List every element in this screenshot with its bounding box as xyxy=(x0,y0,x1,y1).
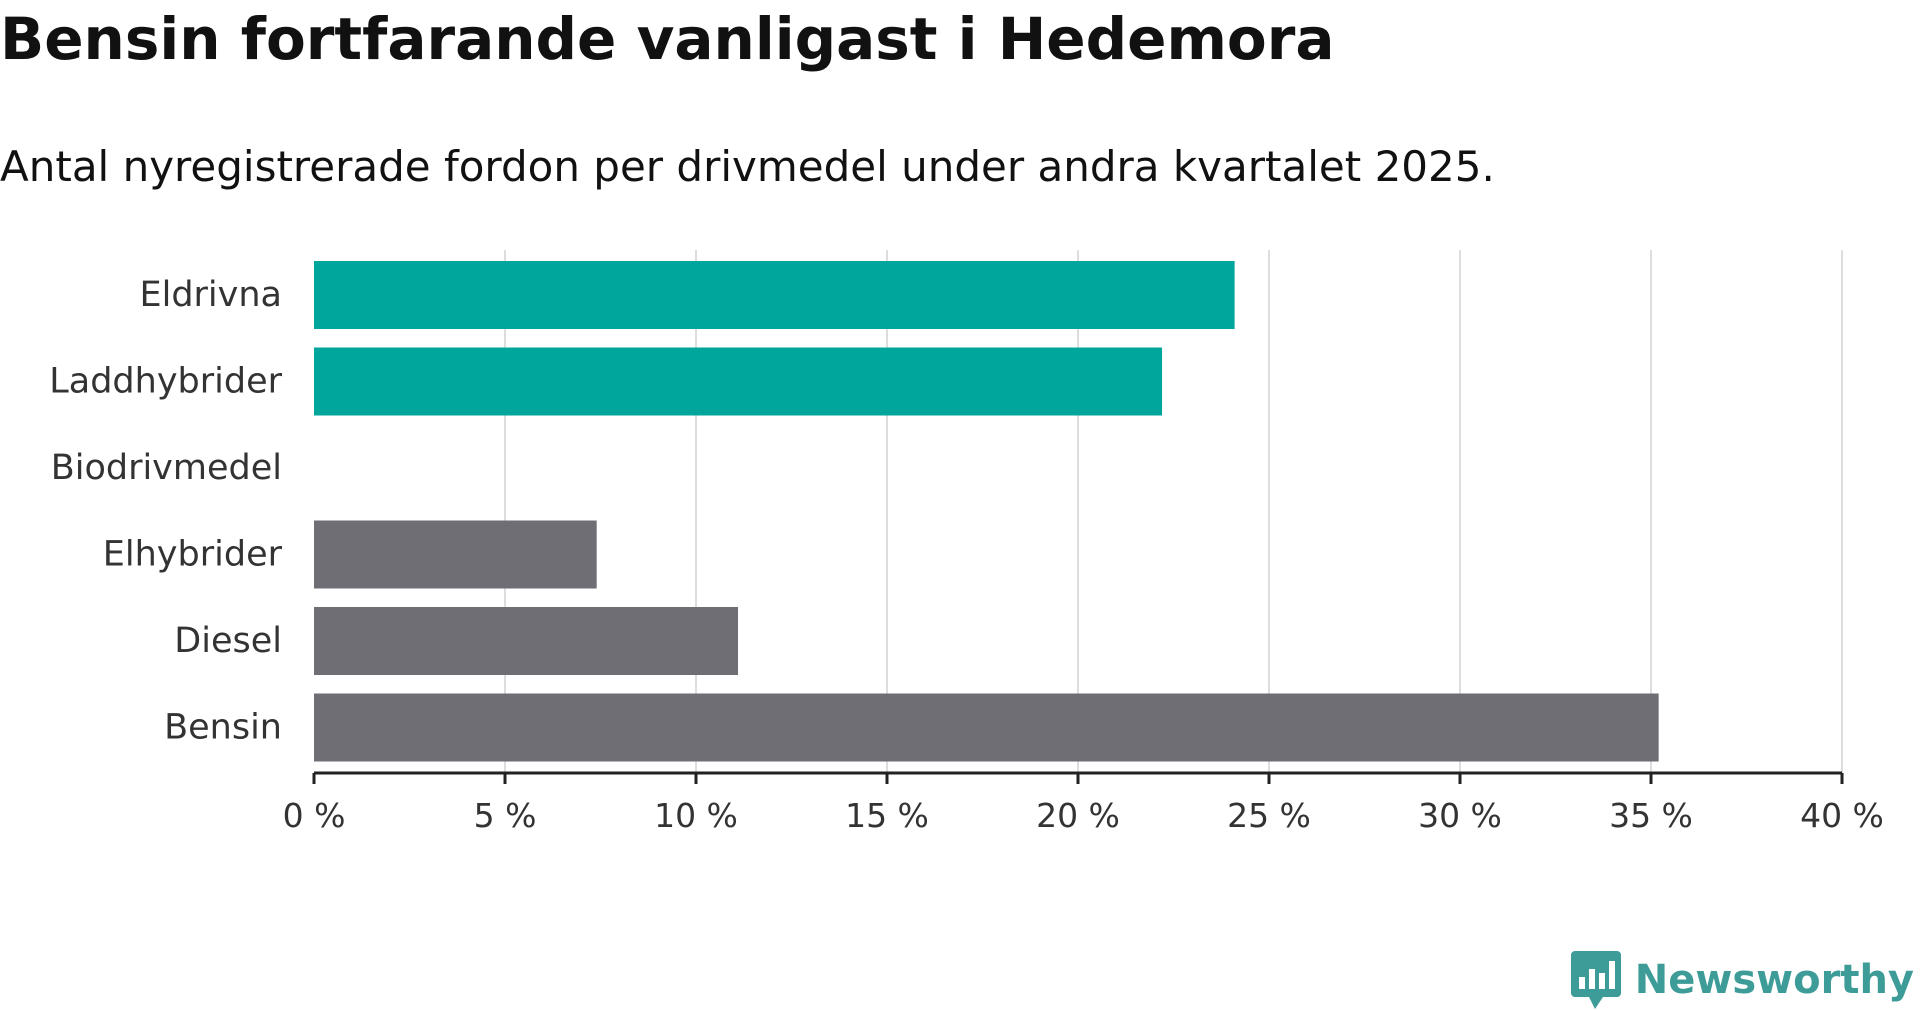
x-tick-label: 0 % xyxy=(283,796,346,835)
newsworthy-logo-icon xyxy=(1570,951,1621,1009)
category-label: Biodrivmedel xyxy=(51,448,282,488)
category-label: Laddhybrider xyxy=(49,362,282,402)
category-label: Bensin xyxy=(164,708,282,748)
x-tick-label: 30 % xyxy=(1418,796,1502,835)
bar-eldrivna xyxy=(314,261,1235,329)
brand-name: Newsworthy xyxy=(1634,957,1914,1003)
category-label: Diesel xyxy=(174,621,282,661)
x-tick-label: 25 % xyxy=(1227,796,1311,835)
category-labels: Eldrivna Laddhybrider Biodrivmedel Elhybrid… xyxy=(49,275,282,748)
bar-diesel xyxy=(314,607,739,675)
category-label: Elhybrider xyxy=(103,535,283,575)
x-tick-label: 15 % xyxy=(845,796,929,835)
newsworthy-brand: Newsworthy xyxy=(1570,950,1914,1010)
x-axis: 0 % 5 % 10 % 15 % 20 % 25 % 30 % 35 % 40 % xyxy=(283,771,1884,835)
gridlines xyxy=(504,250,1843,773)
chart-title: Bensin fortfarande vanligast i Hedemora xyxy=(0,5,1335,73)
bar-bensin xyxy=(314,693,1659,762)
x-tick-label: 40 % xyxy=(1800,796,1884,835)
bar-laddhybrider xyxy=(314,347,1163,416)
bar-elhybrider xyxy=(314,520,597,589)
bars xyxy=(314,261,1659,762)
chart-subtitle: Antal nyregistrerade fordon per drivmede… xyxy=(0,142,1495,191)
x-tick-label: 20 % xyxy=(1036,796,1120,835)
x-tick-label: 5 % xyxy=(474,796,537,835)
x-tick-label: 35 % xyxy=(1609,796,1693,835)
category-label: Eldrivna xyxy=(139,275,282,315)
x-tick-label: 10 % xyxy=(654,796,738,835)
